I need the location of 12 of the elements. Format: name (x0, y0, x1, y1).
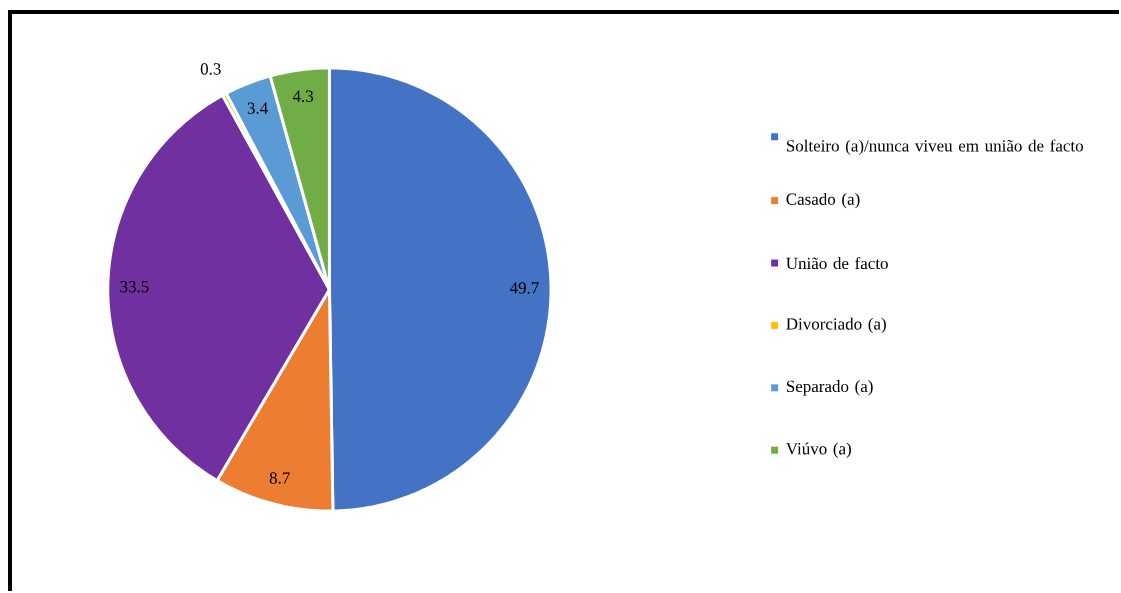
data-label: 33.5 (120, 281, 149, 293)
legend-label: União de facto (786, 257, 888, 270)
data-label: 4.3 (292, 90, 314, 103)
legend-label: Solteiro (a)/nunca viveu em união de facto (786, 139, 1083, 156)
data-label: 0.3 (200, 63, 221, 75)
data-label: 3.4 (247, 102, 268, 114)
data-label: 8.7 (269, 472, 290, 484)
legend-label: Separado (a) (786, 380, 873, 396)
legend-label: Casado (a) (786, 192, 860, 209)
data-label: 49.7 (509, 282, 539, 294)
legend-label: Divorciado (a) (786, 317, 886, 334)
legend-label: Viúvo (a) (785, 442, 851, 458)
